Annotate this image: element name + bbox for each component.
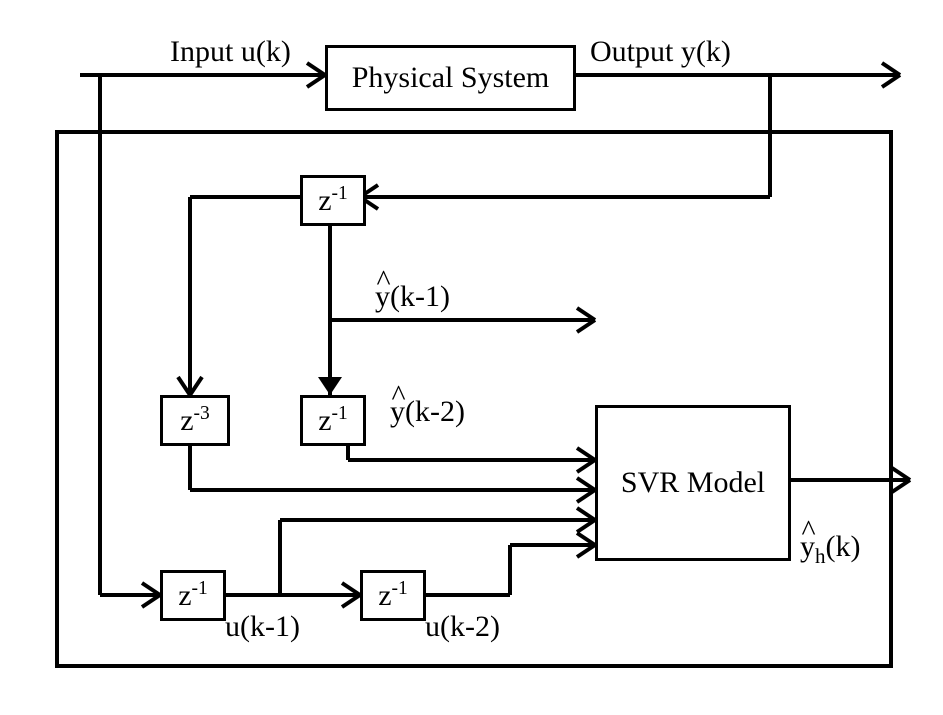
physical-system-label: Physical System: [352, 61, 550, 95]
physical-system-block: Physical System: [325, 45, 576, 111]
delay-z1-top: z-1: [300, 175, 366, 226]
delay-z1-yhat: z-1: [300, 395, 366, 446]
svr-model-block: SVR Model: [595, 405, 791, 561]
yhat-k2-label: ^y(k-2): [390, 395, 465, 429]
input-label: Input u(k): [170, 35, 291, 69]
diagram-canvas: Physical System SVR Model z-1 z-3 z-1 z-…: [0, 0, 943, 715]
u-k2-label: u(k-2): [425, 610, 500, 644]
delay-z1-u1: z-1: [160, 570, 226, 621]
u-k1-label: u(k-1): [225, 610, 300, 644]
svr-model-label: SVR Model: [621, 466, 765, 500]
delay-z3: z-3: [160, 395, 230, 446]
yhat-k1-label: ^y(k-1): [375, 280, 450, 314]
output-label: Output y(k): [590, 35, 731, 69]
delay-z1-u2: z-1: [360, 570, 426, 621]
yhat-h-label: ^yh(k): [800, 530, 860, 569]
